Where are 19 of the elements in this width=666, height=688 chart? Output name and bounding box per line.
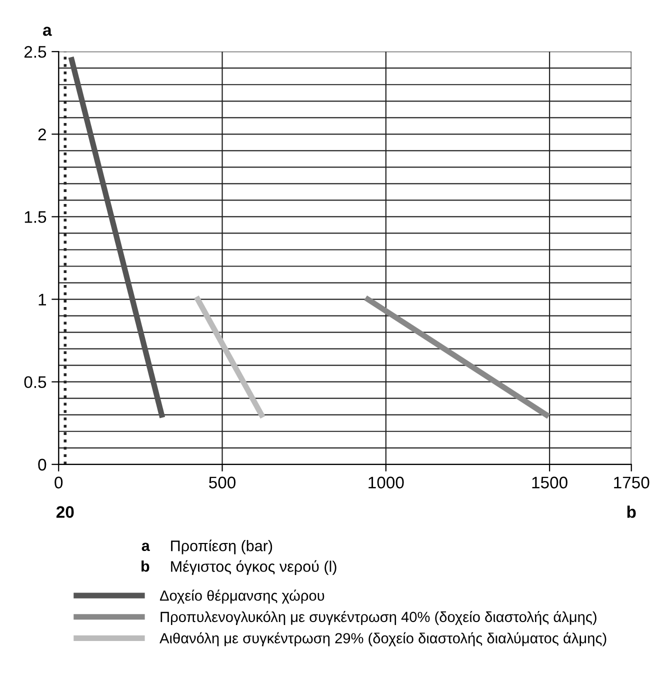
y-tick-label: 2 xyxy=(38,128,46,140)
y-axis-title: a xyxy=(43,26,52,36)
x-tick-label: 1750 xyxy=(614,476,650,488)
x-tick-label: 1500 xyxy=(532,476,568,488)
x-axis-title: b xyxy=(627,506,636,518)
legend-label: Αιθανόλη με συγκέντρωση 29% (δοχείο διαστολής διαλύματος άλμης) xyxy=(160,632,606,646)
ref-line-label: 20 xyxy=(56,506,74,518)
legend-label: Δοχείο θέρμανσης χώρου xyxy=(160,590,324,604)
y-tick-label: 2.5 xyxy=(24,46,46,58)
text: a Προπίεση (bar) xyxy=(142,540,272,554)
x-tick-label: 0 xyxy=(54,476,63,488)
y-tick-label: 1.5 xyxy=(24,211,46,223)
y-tick-label: 1 xyxy=(38,294,46,306)
y-tick-label: 0.5 xyxy=(24,376,46,388)
legend-label: Προπυλενογλυκόλη με συγκέντρωση 40% (δοχείο διαστολής άλμης) xyxy=(160,610,596,625)
y-tick-label: 0 xyxy=(38,458,46,471)
x-tick-label: 1000 xyxy=(368,476,404,488)
x-tick-label: 500 xyxy=(209,476,236,488)
text: b Μέγιστος όγκος νερού (l) xyxy=(142,560,336,575)
